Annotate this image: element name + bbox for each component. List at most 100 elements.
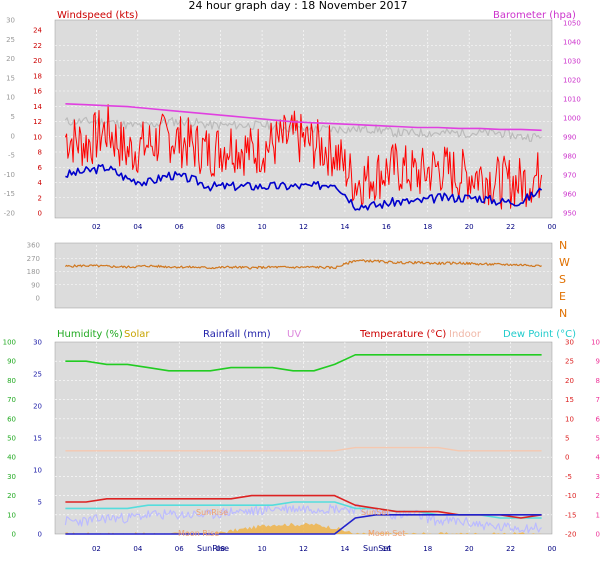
windspeed-outer-tick: -10 [4, 171, 15, 179]
rainfall-line [65, 513, 542, 535]
windspeed-tick: 18 [33, 72, 42, 80]
windspeed-line [64, 104, 543, 210]
indoor-line [65, 446, 542, 452]
chart-title: 24 hour graph day : 18 November 2017 [188, 0, 407, 12]
humidity-tick: 90 [7, 358, 16, 366]
windspeed-tick: 0 [38, 210, 42, 218]
barometer-tick: 990 [563, 134, 576, 142]
direction-tick: 360 [27, 242, 40, 250]
windspeed-tick: 16 [33, 88, 42, 96]
sunset-bottom-label: SunSet [363, 544, 391, 553]
direction-panel-bg [54, 242, 553, 309]
uv-tick: 9 [596, 358, 600, 366]
temp-legend-labels: Humidity (%) Solar Rainfall (mm) UV Temp… [57, 329, 576, 340]
rainfall-tick: 30 [33, 339, 42, 347]
x-tick-label: 18 [423, 223, 432, 231]
wind-x-ticks: 02 04 06 08 10 12 14 16 18 20 22 00 [92, 223, 557, 231]
temperature-tick: -5 [565, 473, 572, 481]
uv-tick: 1 [596, 511, 600, 519]
direction-tick: 0 [36, 295, 40, 303]
rainfall-tick: 15 [33, 435, 42, 443]
x-tick-label: 12 [299, 223, 308, 231]
chill-line [64, 503, 542, 534]
windspeed-outer-tick: 20 [6, 55, 15, 63]
humidity-tick: 70 [7, 396, 16, 404]
indoor-label: Indoor [449, 329, 482, 340]
temperature-tick: 20 [565, 377, 574, 385]
sunrise-bottom-label: SunRise [197, 544, 229, 553]
uv-tick: 3 [596, 473, 600, 481]
direction-left-ticks: 360 270 180 90 0 [27, 242, 40, 303]
windspeed-tick: 20 [33, 57, 42, 65]
temp-series [64, 353, 542, 535]
solar-label: Solar [124, 329, 150, 340]
moonrise-annotation: Moon Rise [178, 529, 219, 538]
x-tick-label: 04 [133, 545, 142, 553]
barometer-ticks: 1050 1040 1030 1020 1010 1000 990 980 970 960 950 [563, 20, 581, 218]
dew-point-label: Dew Point (°C) [503, 329, 576, 340]
windspeed-tick: 12 [33, 118, 42, 126]
windspeed-outer-tick: 10 [6, 94, 15, 102]
x-tick-label: 12 [299, 545, 308, 553]
x-tick-label: 14 [340, 545, 349, 553]
x-tick-label: 06 [175, 223, 184, 231]
uv-tick: 5 [596, 435, 600, 443]
uv-tick: 2 [596, 492, 600, 500]
barometer-line [65, 103, 542, 132]
uv-label: UV [287, 329, 301, 340]
uv-tick: 0 [596, 531, 600, 539]
sun-moon-annotations: SunRise Moon Rise SunSet Moon Set SunRis… [178, 508, 405, 553]
direction-tick: 270 [27, 255, 40, 263]
uv-tick: 6 [596, 415, 601, 423]
wind-series [64, 103, 543, 211]
windspeed-outer-tick: 0 [11, 132, 15, 140]
windspeed-outer-tick: 25 [6, 36, 15, 44]
temperature-tick: 0 [565, 454, 569, 462]
temperature-tick: 15 [565, 396, 574, 404]
sunrise-annotation: SunRise [196, 508, 228, 517]
windspeed-outer-tick: -20 [4, 210, 15, 218]
barometer-tick: 1000 [563, 115, 581, 123]
barometer-tick: 960 [563, 191, 576, 199]
x-tick-label: 16 [382, 545, 391, 553]
windspeed-outer-tick: -5 [8, 152, 15, 160]
rainfall-tick: 25 [33, 371, 42, 379]
humidity-tick: 80 [7, 377, 16, 385]
x-tick-label: 08 [216, 545, 225, 553]
solar-area [65, 522, 542, 534]
windspeed-axis-label: Windspeed (kts) [57, 10, 138, 21]
x-tick-label: 14 [340, 223, 349, 231]
humidity-tick: 50 [7, 435, 16, 443]
rainfall-tick: 10 [33, 467, 42, 475]
moonset-annotation: Moon Set [368, 529, 405, 538]
compass-label: N [559, 307, 567, 320]
barometer-tick: 1010 [563, 96, 581, 104]
windspeed-tick: 22 [33, 42, 42, 50]
temperature-tick: 30 [565, 339, 574, 347]
barometer-tick: 970 [563, 172, 576, 180]
x-tick-label: 20 [465, 223, 474, 231]
humidity-tick: 60 [7, 415, 16, 423]
x-tick-label: 06 [175, 545, 184, 553]
windspeed-tick: 4 [38, 179, 43, 187]
rainfall-tick: 0 [38, 531, 42, 539]
direction-panel-grid [55, 245, 552, 298]
barometer-axis-label: Barometer (hpa) [493, 10, 576, 21]
temperature-ticks: 30 25 20 15 10 5 0 -5 -10 -15 -20 [565, 339, 576, 539]
direction-tick: 90 [31, 281, 40, 289]
uv-tick: 4 [596, 454, 601, 462]
temperature-label: Temperature (°C) [359, 329, 446, 340]
compass-label: W [559, 256, 570, 269]
humidity-line [65, 353, 542, 372]
direction-series [64, 259, 542, 270]
compass-label: S [559, 273, 566, 286]
humidity-tick: 10 [7, 511, 16, 519]
windspeed-outer-tick: 15 [6, 74, 15, 82]
x-tick-label: 22 [506, 223, 515, 231]
barometer-tick: 1020 [563, 77, 581, 85]
humidity-tick: 20 [7, 492, 16, 500]
rainfall-tick: 20 [33, 403, 42, 411]
